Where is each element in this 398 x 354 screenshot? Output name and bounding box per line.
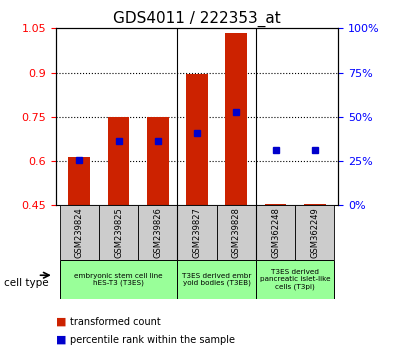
Text: GSM239825: GSM239825 — [114, 207, 123, 258]
Bar — [147, 118, 169, 205]
Text: percentile rank within the sample: percentile rank within the sample — [70, 335, 235, 345]
Text: GSM362248: GSM362248 — [271, 207, 280, 258]
Text: GSM239827: GSM239827 — [193, 207, 201, 258]
Text: GSM239826: GSM239826 — [153, 207, 162, 258]
Bar — [178, 260, 256, 299]
Bar — [60, 260, 178, 299]
Text: GSM239828: GSM239828 — [232, 207, 241, 258]
Bar — [217, 205, 256, 260]
Bar — [138, 205, 178, 260]
Bar — [68, 156, 90, 205]
Bar — [186, 74, 208, 205]
Bar — [108, 117, 129, 205]
Text: GSM362249: GSM362249 — [310, 207, 319, 258]
Bar — [225, 33, 247, 205]
Text: ■: ■ — [56, 317, 66, 327]
Bar — [99, 205, 138, 260]
Bar — [256, 205, 295, 260]
Title: GDS4011 / 222353_at: GDS4011 / 222353_at — [113, 11, 281, 27]
Text: embryonic stem cell line
hES-T3 (T3ES): embryonic stem cell line hES-T3 (T3ES) — [74, 273, 163, 286]
Bar — [265, 204, 286, 205]
Text: transformed count: transformed count — [70, 317, 160, 327]
Bar — [60, 205, 99, 260]
Bar — [295, 205, 334, 260]
Text: T3ES derived embr
yoid bodies (T3EB): T3ES derived embr yoid bodies (T3EB) — [182, 273, 251, 286]
Text: GSM239824: GSM239824 — [75, 207, 84, 258]
Bar — [256, 260, 334, 299]
Text: T3ES derived
pancreatic islet-like
cells (T3pi): T3ES derived pancreatic islet-like cells… — [260, 269, 330, 290]
Bar — [304, 204, 326, 205]
Text: ■: ■ — [56, 335, 66, 345]
Bar — [178, 205, 217, 260]
Text: cell type: cell type — [4, 278, 49, 288]
